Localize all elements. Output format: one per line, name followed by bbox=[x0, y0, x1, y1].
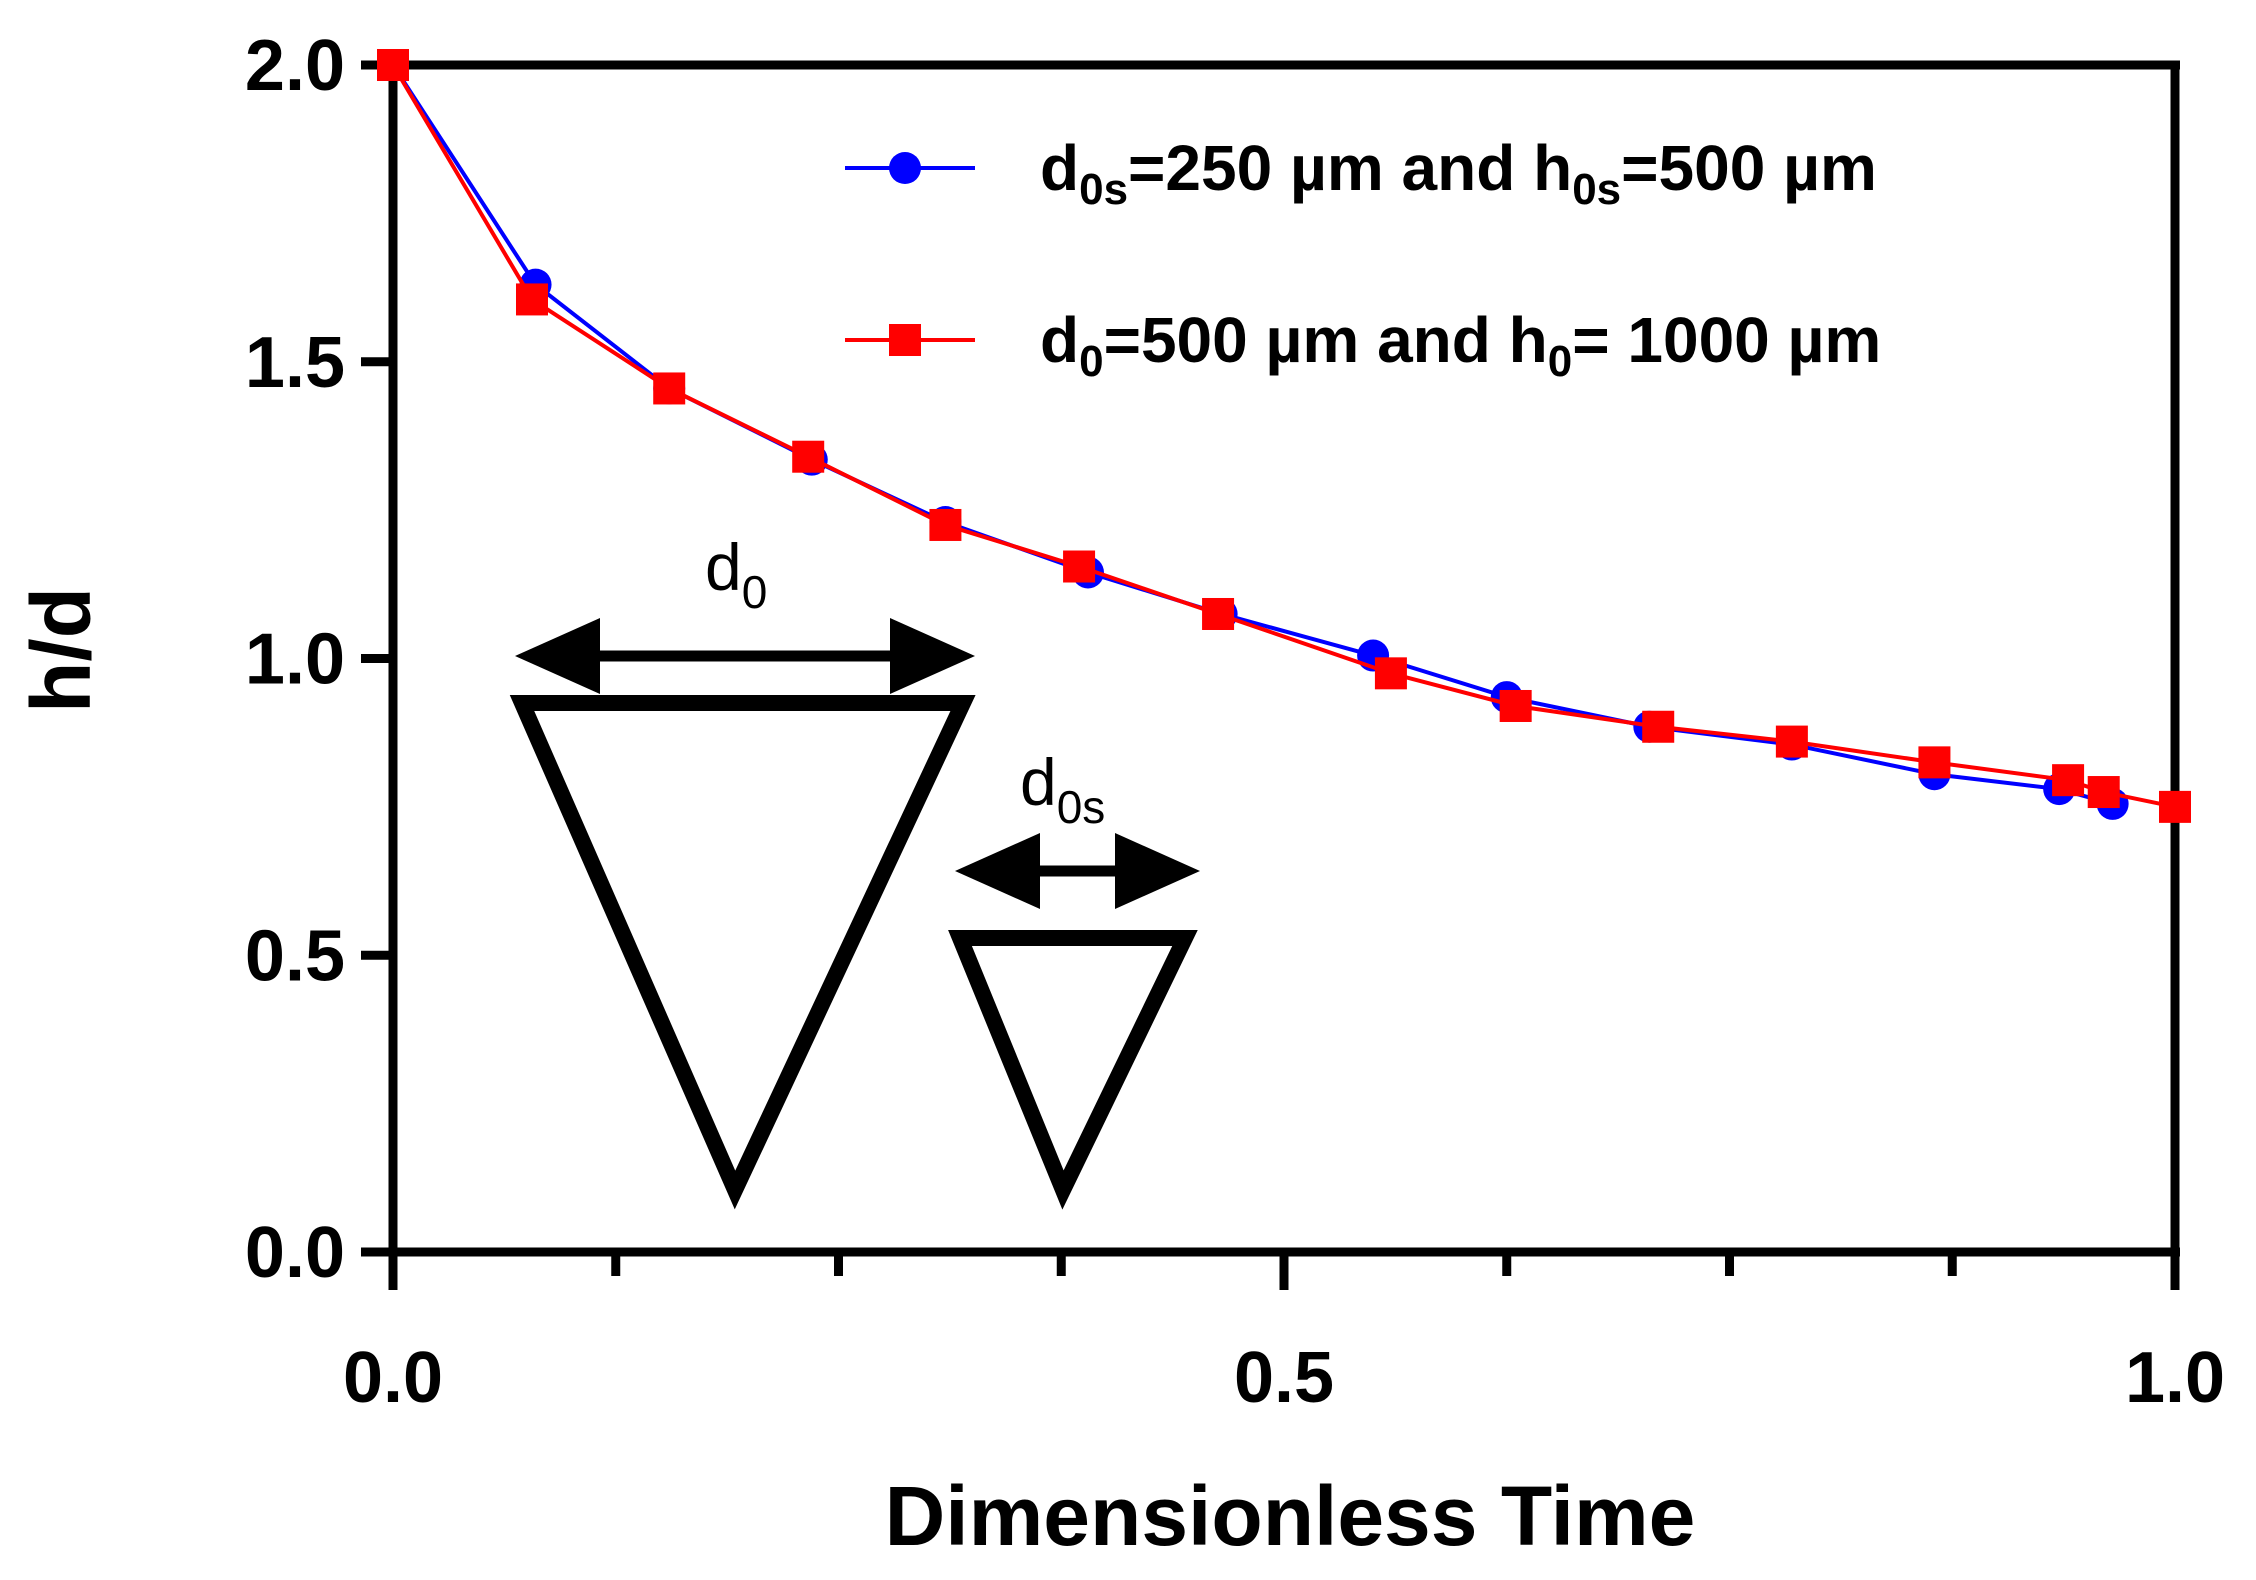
data-point bbox=[1499, 689, 1532, 722]
y-axis-title: h/d bbox=[14, 587, 108, 713]
large-width-arrow bbox=[515, 618, 975, 694]
data-point bbox=[1918, 746, 1951, 779]
legend-marker-blue bbox=[889, 152, 921, 184]
data-point bbox=[653, 372, 686, 405]
x-axis-title: Dimensionless Time bbox=[885, 1469, 1696, 1563]
large-width-label: d0 bbox=[705, 530, 767, 618]
x-tick-label: 1.0 bbox=[2125, 1338, 2225, 1418]
data-point bbox=[1775, 725, 1808, 758]
data-point bbox=[1642, 710, 1675, 743]
legend-label-blue: d0s=250 µm and h0s=500 µm bbox=[1040, 132, 1877, 214]
legend: d0s=250 µm and h0s=500 µm d0=500 µm and … bbox=[845, 132, 1881, 386]
small-width-arrow bbox=[955, 833, 1200, 909]
data-point bbox=[2087, 776, 2120, 809]
x-tick-label: 0.0 bbox=[343, 1338, 443, 1418]
large-cone-outline bbox=[509, 695, 976, 1210]
data-point bbox=[1202, 597, 1235, 630]
y-tick-label: 1.0 bbox=[245, 620, 345, 700]
legend-entry-blue: d0s=250 µm and h0s=500 µm bbox=[845, 132, 1877, 214]
series-red bbox=[377, 49, 2191, 823]
axis-ticks: 0.0 0.5 1.0 1.5 2.0 0.0 0.5 1.0 bbox=[245, 26, 2225, 1418]
x-tick-label: 0.5 bbox=[1234, 1338, 1334, 1418]
legend-entry-red: d0=500 µm and h0= 1000 µm bbox=[845, 304, 1881, 386]
legend-marker-red bbox=[889, 324, 921, 356]
small-width-label: d0s bbox=[1020, 745, 1105, 833]
data-point bbox=[2052, 764, 2085, 797]
data-point bbox=[2159, 790, 2191, 823]
data-point bbox=[929, 508, 962, 541]
cone-diagram: d0 d0s bbox=[509, 530, 1200, 1210]
data-point bbox=[1063, 550, 1096, 583]
data-point bbox=[1374, 657, 1407, 690]
y-tick-label: 2.0 bbox=[245, 26, 345, 106]
data-point bbox=[515, 283, 548, 316]
series-layer bbox=[377, 49, 2191, 823]
data-point bbox=[792, 440, 825, 473]
y-tick-label: 0.0 bbox=[245, 1213, 345, 1293]
legend-label-red: d0=500 µm and h0= 1000 µm bbox=[1040, 304, 1881, 386]
y-tick-label: 1.5 bbox=[245, 323, 345, 403]
y-tick-label: 0.5 bbox=[245, 916, 345, 996]
small-cone-outline bbox=[948, 930, 1198, 1210]
data-point bbox=[377, 49, 409, 81]
